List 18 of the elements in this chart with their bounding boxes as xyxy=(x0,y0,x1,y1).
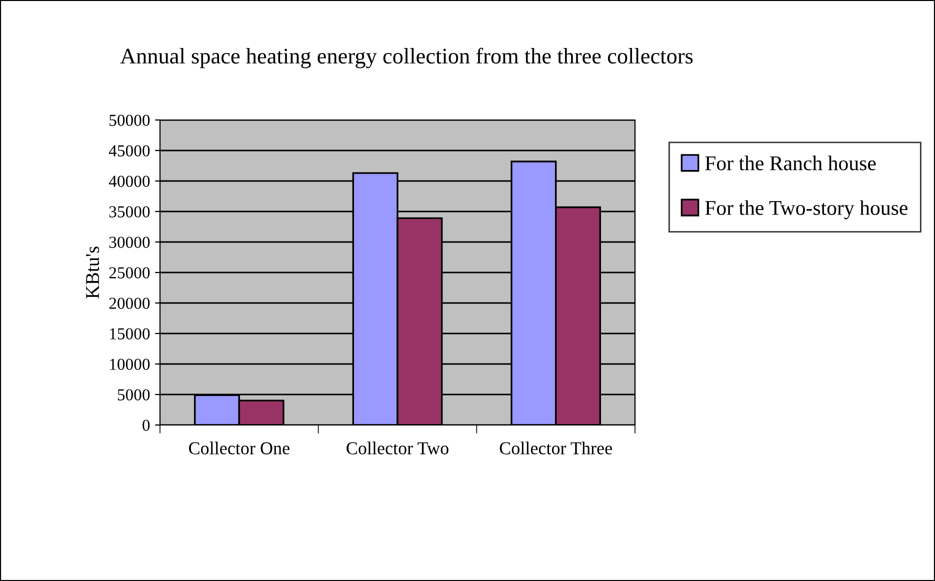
y-tick-label: 45000 xyxy=(108,145,150,156)
x-tick-label: Collector Two xyxy=(346,442,448,454)
y-tick-label: 25000 xyxy=(109,267,150,278)
x-tick-label: Collector One xyxy=(189,442,290,454)
y-tick-label: 0 xyxy=(142,420,150,431)
legend-label: For the Two-story house xyxy=(705,200,908,220)
y-tick-label: 35000 xyxy=(109,206,150,218)
y-tick-label: 5000 xyxy=(118,389,150,400)
legend-label: For the Ranch house xyxy=(705,156,876,170)
y-tick-label: 30000 xyxy=(109,236,150,248)
chart-title: Annual space heating energy collection from the three collectors xyxy=(120,48,693,68)
y-tick-label: 50000 xyxy=(110,114,150,126)
y-tick-label: 15000 xyxy=(110,328,150,340)
y-tick-label: 20000 xyxy=(109,298,150,309)
x-tick-label: Collector Three xyxy=(500,442,612,454)
y-tick-label: 10000 xyxy=(110,358,150,370)
y-tick-label: 40000 xyxy=(108,176,150,187)
y-axis-title: KBtu's xyxy=(86,246,100,299)
